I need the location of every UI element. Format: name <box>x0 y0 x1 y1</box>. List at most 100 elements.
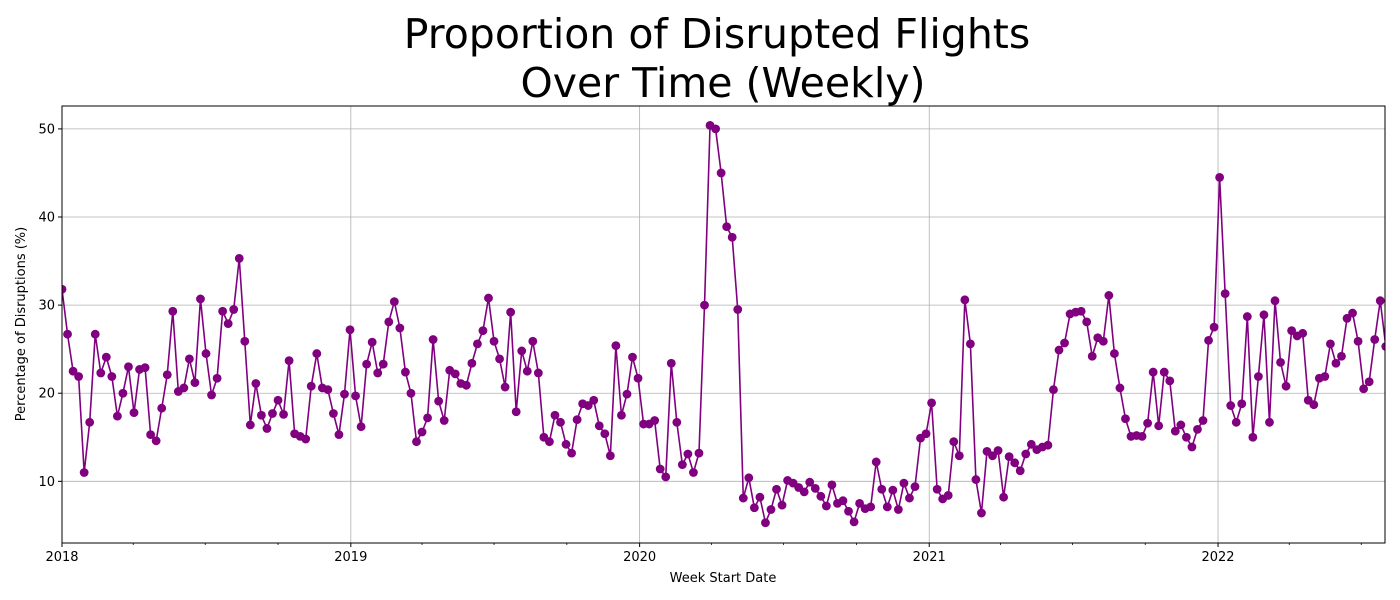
data-point <box>838 496 848 506</box>
data-point <box>234 254 244 263</box>
data-point <box>677 460 687 469</box>
data-point <box>151 436 161 446</box>
data-point <box>1220 289 1230 299</box>
data-point <box>62 284 67 294</box>
data-point <box>373 368 383 378</box>
data-point <box>943 491 953 500</box>
data-point <box>1265 417 1274 427</box>
data-point <box>799 487 809 497</box>
data-point <box>517 346 527 356</box>
data-point <box>124 362 133 372</box>
data-point <box>157 403 167 413</box>
data-point <box>1342 313 1352 323</box>
data-point <box>672 417 682 427</box>
data-point <box>201 349 211 358</box>
data-point <box>755 492 765 502</box>
data-point <box>849 517 859 527</box>
data-point <box>1170 426 1180 436</box>
data-point <box>279 409 288 419</box>
data-point <box>450 369 460 379</box>
data-point <box>932 484 942 494</box>
data-point <box>572 415 582 425</box>
data-point <box>1370 335 1380 344</box>
data-point <box>810 483 820 493</box>
x-tick-label: 2019 <box>334 550 367 565</box>
data-point <box>301 434 311 444</box>
data-point <box>478 326 488 336</box>
data-point <box>223 319 233 329</box>
data-point <box>738 493 748 503</box>
data-point <box>1231 417 1241 427</box>
data-point <box>389 297 399 306</box>
data-point <box>550 410 560 420</box>
data-point <box>1087 351 1097 361</box>
data-point <box>1181 432 1191 442</box>
data-point <box>406 388 416 398</box>
data-point <box>522 366 532 376</box>
data-point <box>1010 458 1020 468</box>
data-point <box>528 336 538 346</box>
data-point <box>268 409 277 418</box>
data-point <box>423 413 432 423</box>
chart-title-line-2: Over Time (Weekly) <box>521 59 926 107</box>
data-point <box>140 363 150 373</box>
data-point <box>954 451 964 461</box>
x-tick-label: 2021 <box>913 550 946 565</box>
data-point <box>240 336 250 346</box>
data-point <box>977 508 986 518</box>
data-point <box>162 370 172 380</box>
data-point <box>207 390 216 400</box>
data-point <box>356 422 366 432</box>
data-point <box>805 477 815 487</box>
y-tick-label: 40 <box>38 211 55 226</box>
data-point <box>362 359 372 369</box>
data-point <box>888 485 898 495</box>
x-tick-label: 2022 <box>1201 550 1234 565</box>
data-point <box>611 341 621 351</box>
data-point <box>999 492 1009 502</box>
data-point <box>1287 326 1297 336</box>
data-point <box>921 429 931 439</box>
data-point <box>273 395 283 405</box>
data-point <box>467 358 477 368</box>
data-point <box>1381 342 1385 351</box>
data-point <box>68 366 78 376</box>
data-point <box>461 380 471 390</box>
data-point <box>323 385 333 395</box>
data-point <box>1054 345 1064 355</box>
data-point <box>1193 424 1202 434</box>
data-point <box>229 305 239 314</box>
data-point <box>1242 312 1252 321</box>
data-point <box>910 482 920 492</box>
data-point <box>218 306 228 316</box>
data-point <box>129 408 139 417</box>
data-point <box>711 124 720 134</box>
data-point <box>622 389 632 399</box>
data-point <box>257 410 266 420</box>
data-point <box>489 336 499 346</box>
data-point <box>1309 400 1319 410</box>
data-point <box>1121 414 1130 424</box>
data-point <box>1148 367 1158 377</box>
data-point <box>1198 416 1208 425</box>
data-point <box>1353 336 1363 346</box>
data-point <box>1115 383 1125 393</box>
data-point <box>1298 328 1308 338</box>
data-point <box>306 381 316 391</box>
data-point <box>1137 431 1147 441</box>
chart-title-line-1: Proportion of Disrupted Flights <box>404 10 1031 58</box>
data-point <box>1364 377 1374 387</box>
data-point <box>168 306 178 316</box>
data-point <box>971 475 981 484</box>
data-point <box>1043 440 1053 450</box>
data-point <box>1187 442 1197 452</box>
x-tick-label: 2020 <box>623 550 656 565</box>
data-point <box>722 222 732 232</box>
data-point <box>1270 296 1280 306</box>
data-point <box>749 503 759 513</box>
data-point <box>694 448 704 458</box>
x-axis-label: Week Start Date <box>670 571 777 586</box>
data-point <box>1176 420 1186 430</box>
data-point <box>245 420 255 430</box>
